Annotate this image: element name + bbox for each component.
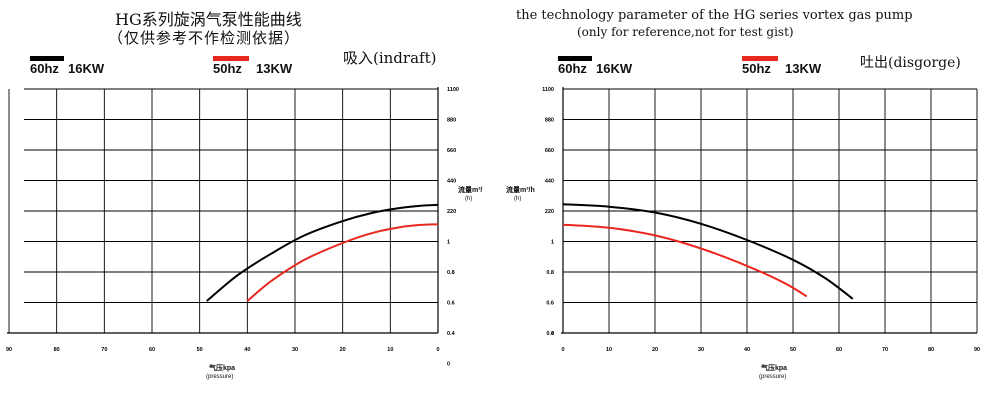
left-y-tick-label: 0.6 [447, 301, 455, 307]
left-x-tick-label: 40 [244, 347, 250, 353]
right-x-tick-label: 20 [652, 347, 658, 353]
left-series-50hz [246, 223, 439, 302]
right-legend-60-swatch [558, 56, 592, 61]
right-y-tick-label: 880 [545, 118, 554, 124]
left-x-tick-label: 60 [149, 347, 155, 353]
right-flow-label-line2: (h) [514, 196, 522, 202]
left-flow-label-line1: 流量m³/ [458, 187, 483, 194]
right-y-tick-label: 0.8 [546, 270, 554, 276]
left-y-tick-label: 880 [447, 118, 456, 124]
left-x-tick-label: 50 [197, 347, 203, 353]
right-y-tick-label: 220 [545, 209, 554, 215]
left-x-tick-label: 0 [436, 347, 439, 353]
right-x-tick-label: 0 [561, 347, 564, 353]
left-y-tick-label: 1 [447, 240, 450, 246]
right-x-tick-label: 10 [606, 347, 612, 353]
left-y-tick-label: 1100 [447, 87, 459, 93]
left-x-tick-label: 20 [340, 347, 346, 353]
left-y-tick-label: 220 [447, 209, 456, 215]
right-x-tick-label: 40 [744, 347, 750, 353]
left-flow-label-line2: (h) [465, 196, 473, 202]
right-x-tick-label: 90 [974, 347, 980, 353]
right-legend-60-kw: 16KW [596, 61, 633, 76]
right-flow-label-line1: 流量m³/h [506, 187, 535, 194]
left-x-label-line2: (pressure) [206, 374, 234, 380]
left-legend-60-hz: 60hz [30, 61, 59, 76]
right-x-tick-label: 30 [698, 347, 704, 353]
right-y-tick-label: 0.6 [546, 301, 554, 307]
right-legend-50-kw: 13KW [785, 61, 822, 76]
right-y-tick-label: 440 [545, 179, 554, 185]
right-legend-50-swatch [742, 56, 778, 61]
left-title-line1: HG系列旋涡气泵性能曲线 [115, 10, 302, 29]
right-title-line2: (only for reference,not for test gist) [577, 25, 794, 39]
left-x-tick-label: 30 [292, 347, 298, 353]
right-x-tick-label: 60 [836, 347, 842, 353]
left-y-tick-label: 0 [447, 362, 450, 368]
right-x-label-line2: (pressure) [759, 374, 787, 380]
left-legend-50-swatch [213, 56, 249, 61]
right-legend-60-hz: 60hz [558, 61, 587, 76]
right-title-line1: the technology parameter of the HG serie… [516, 8, 913, 23]
right-y-tick-label: 0 [551, 331, 554, 337]
right-x-tick-label: 50 [790, 347, 796, 353]
left-x-tick-label: 70 [101, 347, 107, 353]
left-legend-60-kw: 16KW [68, 61, 105, 76]
left-title-line2: （仅供参考不作检测依据） [108, 29, 301, 47]
right-mode-label: 吐出(disgorge) [860, 55, 961, 71]
right-x-tick-label: 70 [882, 347, 888, 353]
left-x-label-line1: 气压kpa [209, 365, 236, 372]
right-x-label-line1: 气压kpa [761, 365, 788, 372]
left-series-60hz [206, 203, 439, 302]
right-legend-50-hz: 50hz [742, 61, 771, 76]
left-mode-label: 吸入(indraft) [343, 49, 437, 67]
left-x-tick-label: 80 [54, 347, 60, 353]
left-y-tick-label: 0.4 [447, 331, 456, 337]
right-y-tick-label: 660 [545, 148, 554, 154]
left-x-tick-label: 10 [387, 347, 393, 353]
right-series-50hz [562, 223, 808, 298]
left-y-tick-label: 660 [447, 148, 456, 154]
right-x-tick-label: 80 [928, 347, 934, 353]
left-legend-50-kw: 13KW [256, 61, 293, 76]
left-x-tick-label: 90 [6, 347, 12, 353]
left-legend-60-swatch [30, 56, 64, 61]
right-series-60hz [562, 203, 854, 300]
left-legend-50-hz: 50hz [213, 61, 242, 76]
right-y-tick-label: 1 [551, 240, 554, 246]
left-y-tick-label: 0.8 [447, 270, 455, 276]
right-y-tick-label: 1100 [542, 87, 554, 93]
left-y-tick-label: 440 [447, 179, 456, 185]
right-y-tick-label: 0.4 [546, 331, 555, 337]
